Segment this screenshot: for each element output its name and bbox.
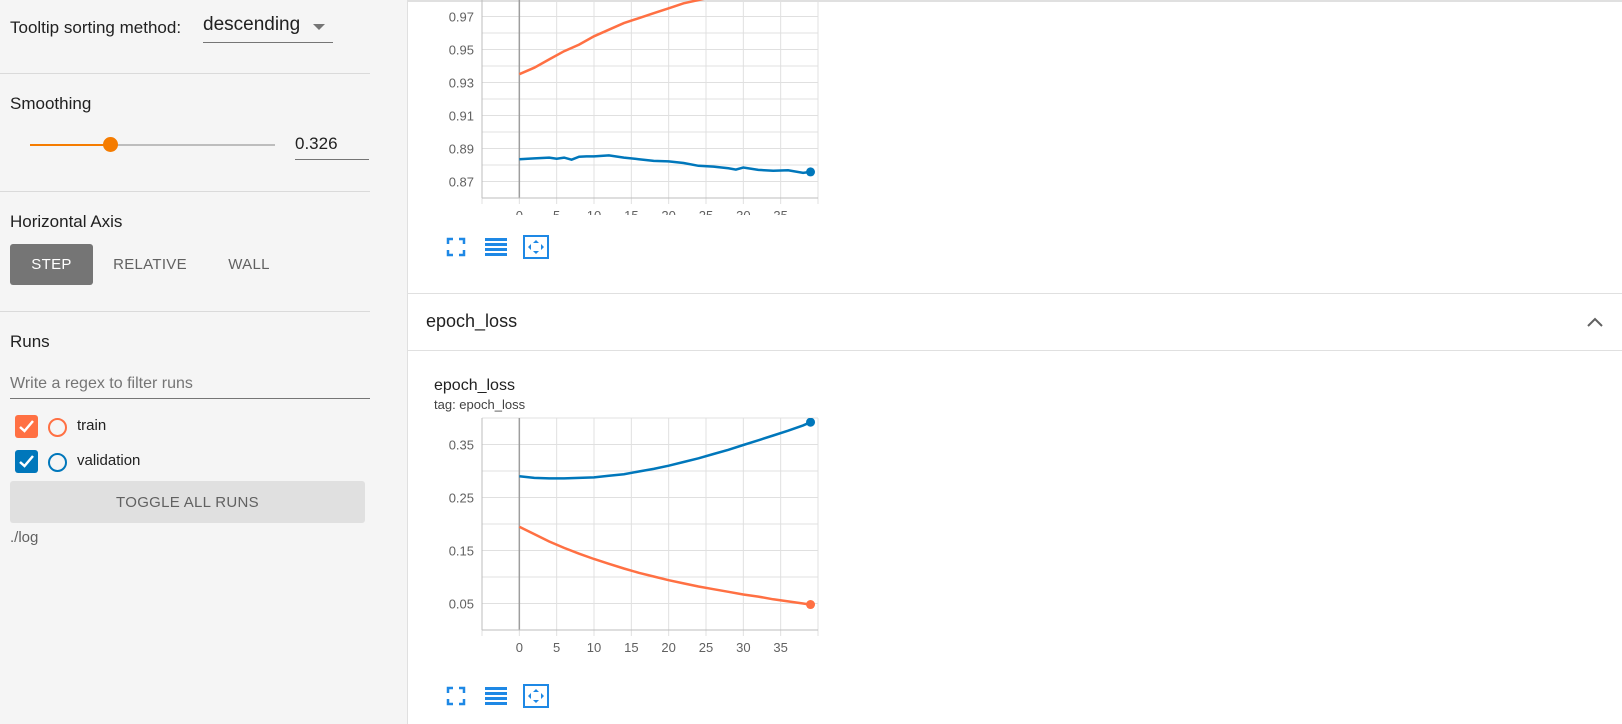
card-title: epoch_loss (434, 377, 515, 394)
data-table-icon[interactable] (482, 233, 510, 261)
x-tick-label: 10 (587, 208, 601, 215)
x-tick-label: 5 (553, 208, 560, 215)
smoothing-input[interactable]: 0.326 (295, 131, 369, 160)
tooltip-sorting-select[interactable]: descending (203, 12, 333, 43)
epoch-loss-chart[interactable]: 0.05 0.15 0.25 0.35 0 5 10 15 20 25 30 35 (408, 416, 868, 658)
x-tick-label: 30 (736, 208, 750, 215)
series-endpoint-validation (806, 167, 816, 177)
check-icon (19, 455, 34, 468)
divider (0, 191, 370, 192)
y-tick-label: 0.05 (449, 597, 474, 612)
chart-toolbar (442, 682, 550, 710)
x-tick-label: 0 (516, 208, 523, 215)
tooltip-sorting-label: Tooltip sorting method: (10, 18, 182, 37)
axis-step-button[interactable]: STEP (10, 244, 93, 285)
run-color-validation[interactable] (48, 453, 67, 472)
chevron-up-icon[interactable] (1586, 316, 1604, 328)
x-tick-label: 35 (773, 208, 787, 215)
x-tick-label: 0 (516, 640, 523, 655)
x-tick-label: 20 (661, 640, 675, 655)
series-line-validation (519, 421, 811, 480)
sidebar: Tooltip sorting method: descending Smoot… (0, 0, 408, 724)
tooltip-sorting-value: descending (203, 14, 301, 35)
x-tick-label: 25 (699, 208, 713, 215)
series-line-validation (519, 154, 811, 175)
axis-relative-button[interactable]: RELATIVE (113, 256, 187, 273)
chevron-down-icon (313, 24, 325, 30)
fit-domain-icon[interactable] (522, 233, 550, 261)
runs-filter-input[interactable]: Write a regex to filter runs (10, 372, 370, 399)
toggle-all-runs-button[interactable]: TOGGLE ALL RUNS (10, 481, 365, 523)
fullscreen-icon[interactable] (442, 682, 470, 710)
smoothing-label: Smoothing (10, 94, 92, 113)
y-tick-label: 0.93 (449, 76, 474, 91)
series-endpoint-train (806, 600, 816, 610)
divider (0, 73, 370, 74)
fullscreen-icon[interactable] (442, 233, 470, 261)
y-tick-label: 0.15 (449, 544, 474, 559)
runs-label: Runs (10, 332, 50, 351)
group-header-epoch-loss[interactable]: epoch_loss (408, 293, 1622, 351)
card-tag: tag: epoch_loss (434, 397, 526, 412)
run-label-validation: validation (77, 452, 141, 469)
check-icon (19, 420, 34, 433)
accuracy-chart[interactable]: 0.87 0.89 0.91 0.93 0.95 0.97 0 5 10 15 20 25 30 35 (408, 0, 868, 215)
checkbox-train[interactable] (15, 415, 38, 438)
smoothing-slider[interactable] (30, 137, 275, 152)
x-tick-label: 30 (736, 640, 750, 655)
y-tick-label: 0.89 (449, 142, 474, 157)
y-tick-label: 0.25 (449, 491, 474, 506)
x-tick-label: 10 (587, 640, 601, 655)
axis-wall-button[interactable]: WALL (228, 256, 270, 273)
run-label-train: train (77, 417, 107, 434)
smoothing-slider-fill (30, 144, 110, 146)
series-line-train (518, 525, 811, 606)
series-endpoint-validation (806, 418, 816, 427)
x-tick-label: 15 (624, 640, 638, 655)
x-tick-label: 20 (661, 208, 675, 215)
smoothing-slider-thumb[interactable] (102, 137, 118, 152)
x-tick-label: 35 (773, 640, 787, 655)
fit-domain-icon[interactable] (522, 682, 550, 710)
divider (408, 0, 1622, 2)
chart-toolbar (442, 233, 550, 261)
run-color-train[interactable] (48, 418, 67, 437)
x-tick-label: 25 (699, 640, 713, 655)
data-table-icon[interactable] (482, 682, 510, 710)
y-tick-label: 0.91 (449, 109, 474, 124)
series-line-train (518, 0, 705, 76)
y-tick-label: 0.87 (449, 175, 474, 190)
y-tick-label: 0.97 (449, 10, 474, 25)
main-panel: 0.87 0.89 0.91 0.93 0.95 0.97 0 5 10 15 20 25 30 35 e… (408, 0, 1622, 724)
logdir-label: ./log (10, 529, 39, 546)
smoothing-value: 0.326 (295, 134, 338, 153)
checkbox-validation[interactable] (15, 450, 38, 473)
runs-filter-placeholder: Write a regex to filter runs (10, 375, 193, 392)
x-tick-label: 15 (624, 208, 638, 215)
y-tick-label: 0.95 (449, 43, 474, 58)
x-tick-label: 5 (553, 640, 560, 655)
group-title: epoch_loss (426, 311, 518, 331)
y-tick-label: 0.35 (449, 438, 474, 453)
divider (0, 311, 370, 312)
horizontal-axis-label: Horizontal Axis (10, 212, 123, 231)
